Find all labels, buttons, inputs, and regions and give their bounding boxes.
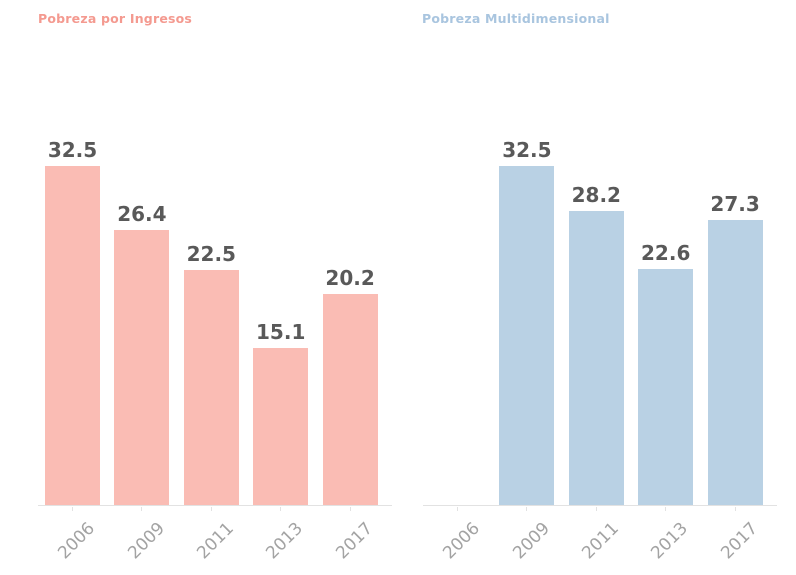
bar-value-label: 26.4 [117,201,167,226]
bar-2017 [322,294,378,505]
plot-area-pobreza-por-ingresos: 2006 32.5 2009 26.4 2011 22.5 2013 15.1 2017 20.2 [38,126,392,563]
x-axis-tick [141,507,143,511]
x-tick-label: 2017 [717,518,762,564]
bar-2017 [707,220,763,505]
bar-value-label: 27.3 [710,192,760,217]
x-axis-tick [595,507,597,511]
bar-value-label: 22.5 [186,242,236,267]
x-axis-tick [72,507,73,511]
bar-2011 [568,210,624,505]
bar-2006 [45,166,100,505]
bar-2013 [253,347,309,505]
x-tick-label: 2006 [439,518,485,564]
bar-2013 [638,269,694,505]
bar-value-label: 28.2 [571,182,621,207]
x-tick-label: 2009 [508,518,554,564]
x-tick-label: 2013 [262,518,308,564]
bar-2009 [114,229,170,505]
bar-value-label: 22.6 [641,241,691,266]
x-axis-tick [526,507,528,511]
bar-value-label: 15.1 [256,319,306,344]
x-tick-label: 2006 [54,518,100,564]
x-axis-tick [665,507,667,511]
x-tick-label: 2013 [647,518,693,564]
chart-title-pobreza-multidimensional: Pobreza Multidimensional [422,11,610,26]
x-axis-tick [734,507,736,511]
x-axis-line [38,505,392,506]
x-tick-label: 2017 [332,518,377,564]
x-axis-tick [349,507,351,511]
x-tick-label: 2009 [123,518,169,564]
bar-value-label: 32.5 [502,138,552,163]
chart-title-pobreza-por-ingresos: Pobreza por Ingresos [38,11,193,26]
x-axis-tick [457,507,458,511]
x-tick-label: 2011 [578,518,624,564]
x-axis-tick [280,507,282,511]
x-tick-label: 2011 [193,518,239,564]
plot-area-pobreza-multidimensional: 2006 2009 32.5 2011 28.2 2013 22.6 2017 27.3 [423,126,777,563]
x-axis-tick [210,507,212,511]
bar-value-label: 32.5 [47,138,98,163]
x-axis-line [423,505,777,506]
bar-value-label: 20.2 [325,266,375,291]
bar-2011 [183,270,239,505]
bar-2009 [499,166,555,505]
